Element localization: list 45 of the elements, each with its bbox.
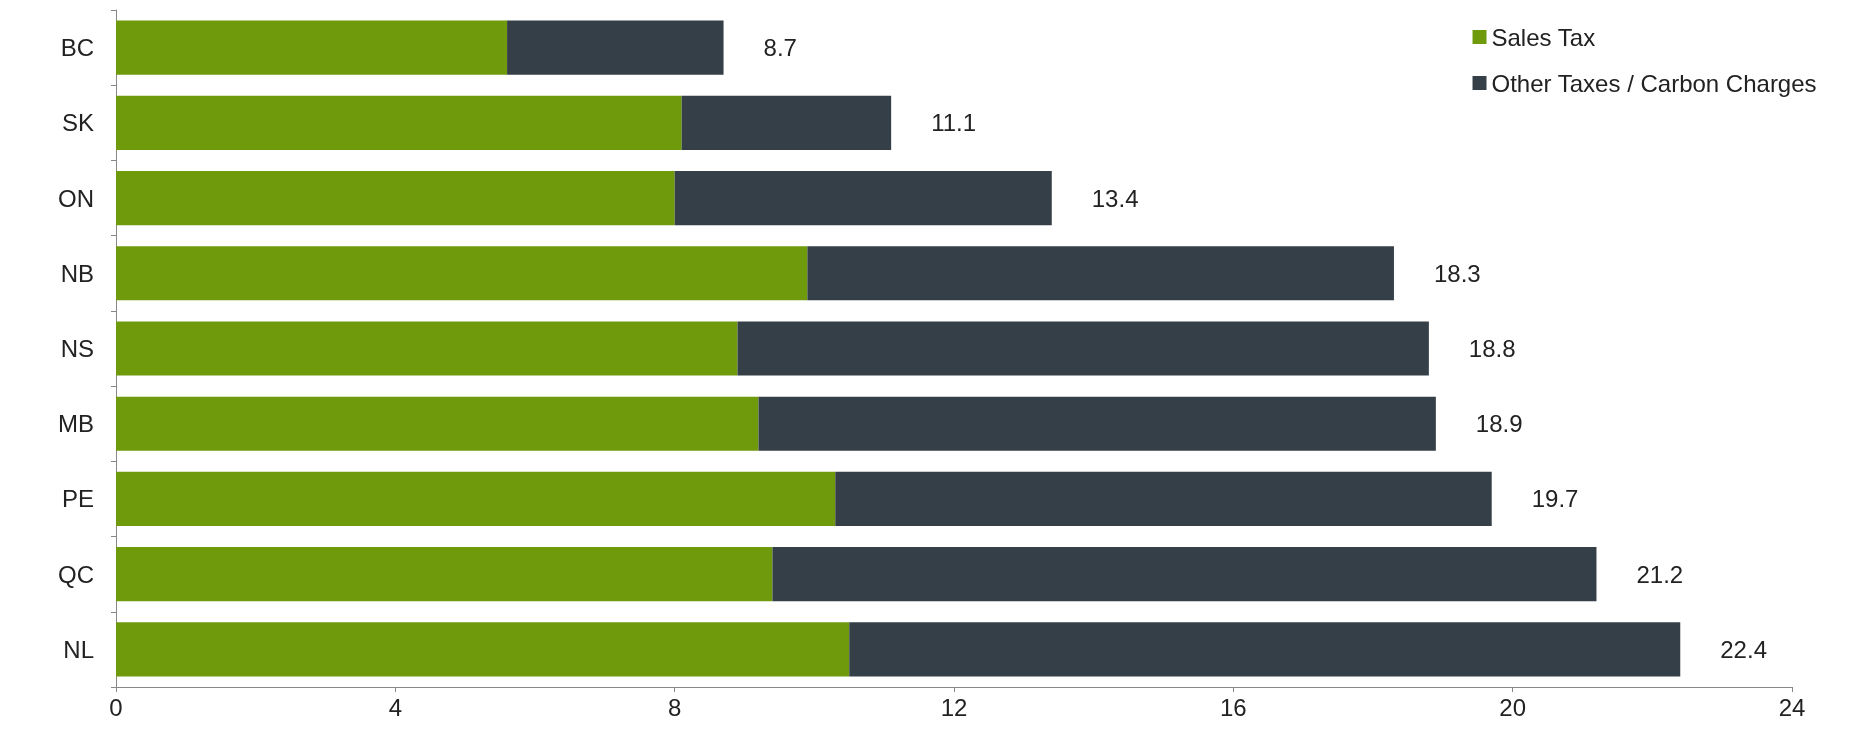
bar — [116, 396, 759, 451]
total-label: 18.8 — [1468, 335, 1516, 362]
x-tick-label: 24 — [1778, 693, 1806, 721]
bar — [116, 95, 682, 150]
bar — [737, 321, 1429, 376]
bar — [674, 170, 1052, 226]
y-tick-label: NB — [60, 259, 94, 287]
bar — [835, 471, 1492, 527]
bar — [116, 622, 850, 677]
x-tick-label: 16 — [1219, 693, 1247, 721]
bar — [807, 246, 1394, 301]
total-label: 21.2 — [1636, 560, 1684, 588]
y-tick-label: QC — [58, 560, 94, 588]
y-tick-label: ON — [58, 184, 94, 212]
y-tick-label: PE — [61, 485, 94, 513]
total-label: 18.3 — [1433, 259, 1481, 287]
bar — [849, 622, 1681, 677]
y-tick-label: MB — [58, 410, 94, 438]
y-tick-label: BC — [60, 34, 94, 62]
y-tick-label: NS — [60, 335, 94, 362]
y-tick-label: NL — [63, 635, 94, 663]
total-label: 19.7 — [1531, 485, 1579, 513]
bar — [116, 170, 675, 226]
y-tick-label: SK — [61, 109, 94, 137]
x-tick-label: 12 — [940, 693, 968, 721]
bar — [772, 547, 1597, 602]
bar — [116, 471, 836, 527]
total-label: 11.1 — [931, 109, 977, 137]
bar — [681, 95, 892, 150]
x-tick-label: 20 — [1499, 693, 1527, 721]
x-tick-label: 8 — [667, 693, 682, 721]
x-tick-label: 0 — [109, 693, 123, 721]
total-label: 18.9 — [1475, 410, 1523, 438]
bar — [116, 547, 773, 602]
bar — [116, 20, 508, 75]
x-tick-label: 4 — [388, 693, 403, 721]
bar — [507, 20, 724, 75]
legend-label: Sales Tax — [1491, 23, 1596, 51]
bar — [116, 321, 738, 376]
total-label: 8.7 — [763, 34, 797, 62]
total-label: 13.4 — [1091, 184, 1139, 212]
bar — [758, 396, 1436, 451]
legend-label: Other Taxes / Carbon Charges — [1491, 69, 1817, 97]
total-label: 22.4 — [1720, 635, 1767, 663]
bar — [116, 246, 808, 301]
